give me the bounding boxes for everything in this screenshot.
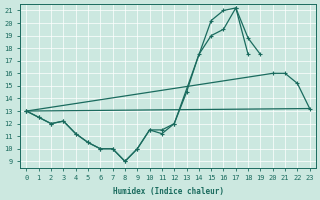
X-axis label: Humidex (Indice chaleur): Humidex (Indice chaleur) — [113, 187, 224, 196]
